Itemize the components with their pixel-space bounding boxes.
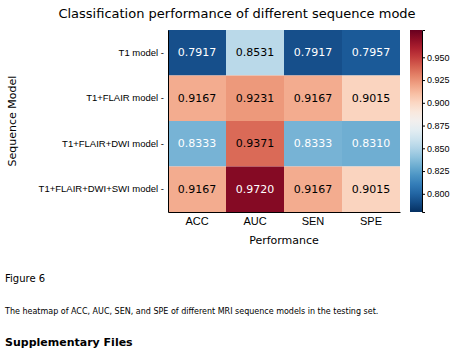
- data-labels: 0.7917 0.8531 0.7917 0.7957 0.9167 0.9231 0.91…: [178, 46, 391, 196]
- colorbar-tick: 0.850: [422, 144, 450, 154]
- y-tick-label: T1+FLAIR+DWI model -: [62, 138, 164, 149]
- data-label: 0.7917: [178, 46, 217, 59]
- data-label: 0.9167: [294, 92, 333, 105]
- x-axis-line: [169, 212, 401, 213]
- y-tick-label: T1 model -: [119, 47, 164, 58]
- y-axis-title: Sequence Model: [6, 76, 19, 167]
- data-label: 0.9015: [352, 92, 391, 105]
- x-tick-label: SPE: [360, 215, 382, 227]
- colorbar-tick: 0.825: [422, 166, 450, 176]
- y-tick: T1+FLAIR+DWI+SWI model -: [39, 183, 164, 194]
- x-tick-label: AUC: [243, 215, 266, 227]
- cell: [342, 167, 400, 213]
- y-axis-line: [168, 31, 169, 213]
- chart: Classification performance of different …: [0, 0, 474, 359]
- x-tick-label: ACC: [185, 215, 208, 227]
- colorbar-tick-mark: [422, 126, 425, 127]
- data-label: 0.7957: [352, 46, 391, 59]
- colorbar-tick-label: 0.875: [427, 121, 450, 131]
- cell: [342, 121, 400, 167]
- data-label: 0.7917: [294, 46, 333, 59]
- data-label: 0.9167: [178, 183, 217, 196]
- cell: [284, 76, 342, 122]
- colorbar-tick-mark: [422, 171, 425, 172]
- colorbar-tick-mark: [422, 103, 425, 104]
- data-label: 0.9167: [294, 183, 333, 196]
- x-tick: SEN: [302, 215, 325, 227]
- data-label: 0.9015: [352, 183, 391, 196]
- colorbar-tick-label: 0.900: [427, 98, 450, 108]
- colorbar-tick-label: 0.925: [427, 75, 450, 85]
- annotation: The heatmap of ACC, AUC, SEN, and SPE of…: [4, 307, 378, 316]
- colorbar-tick-mark: [422, 80, 425, 81]
- cell: [342, 30, 400, 76]
- colorbar-tick: 0.950: [422, 53, 450, 63]
- cell: [168, 167, 226, 213]
- colorbar-tick-mark: [422, 57, 425, 58]
- cell: [226, 30, 284, 76]
- x-axis-title: Performance: [249, 234, 319, 247]
- data-label: 0.9231: [236, 92, 275, 105]
- cells: [168, 30, 400, 212]
- colorbar-tick-label: 0.825: [427, 166, 450, 176]
- title: Classification performance of different …: [58, 6, 415, 21]
- y-tick: T1 model -: [119, 47, 164, 58]
- annotations: Figure 6 The heatmap of ACC, AUC, SEN, an…: [4, 273, 378, 349]
- colorbar-tick-label: 0.800: [427, 189, 450, 199]
- colorbar-tick: 0.925: [422, 75, 450, 85]
- cell: [226, 76, 284, 122]
- cell: [284, 167, 342, 213]
- annotation: Figure 6: [5, 273, 45, 284]
- y-axis: T1 model - T1+FLAIR model - T1+FLAIR+DWI m…: [39, 31, 169, 213]
- cell: [168, 121, 226, 167]
- x-tick-label: SEN: [302, 215, 325, 227]
- colorbar-axis-line: [423, 31, 426, 213]
- cell: [342, 76, 400, 122]
- data-label: 0.8531: [236, 46, 275, 59]
- data-label: 0.8333: [294, 137, 333, 150]
- colorbar-tick: 0.800: [422, 189, 450, 199]
- colorbar-tick-mark: [422, 194, 425, 195]
- cell: [226, 167, 284, 213]
- x-tick: SPE: [360, 215, 382, 227]
- data-label: 0.9167: [178, 92, 217, 105]
- colorbar-tick: 0.875: [422, 121, 450, 131]
- colorbar-axis: 0.800 0.825 0.850 0.875 0.900 0.925 0.950: [422, 31, 450, 213]
- colorbar-tick: 0.900: [422, 98, 450, 108]
- colorbar: [410, 30, 422, 212]
- colorbar-tick-label: 0.950: [427, 53, 450, 63]
- y-tick: T1+FLAIR model -: [86, 92, 164, 103]
- data-label: 0.9720: [236, 183, 275, 196]
- colorbar-tick-mark: [422, 148, 425, 149]
- cell: [284, 121, 342, 167]
- y-tick: T1+FLAIR+DWI model -: [62, 138, 164, 149]
- data-label: 0.9371: [236, 137, 275, 150]
- y-tick-label: T1+FLAIR+DWI+SWI model -: [39, 183, 164, 194]
- cell: [284, 30, 342, 76]
- x-tick: ACC: [185, 215, 208, 227]
- data-label: 0.8310: [352, 137, 391, 150]
- cell: [226, 121, 284, 167]
- cell: [168, 30, 226, 76]
- y-tick-label: T1+FLAIR model -: [86, 92, 164, 103]
- x-tick: AUC: [243, 215, 266, 227]
- annotation: Supplementary Files: [5, 336, 133, 349]
- cell: [168, 76, 226, 122]
- colorbar-tick-label: 0.850: [427, 144, 450, 154]
- x-axis: ACC AUC SEN SPE: [169, 213, 401, 227]
- data-label: 0.8333: [178, 137, 217, 150]
